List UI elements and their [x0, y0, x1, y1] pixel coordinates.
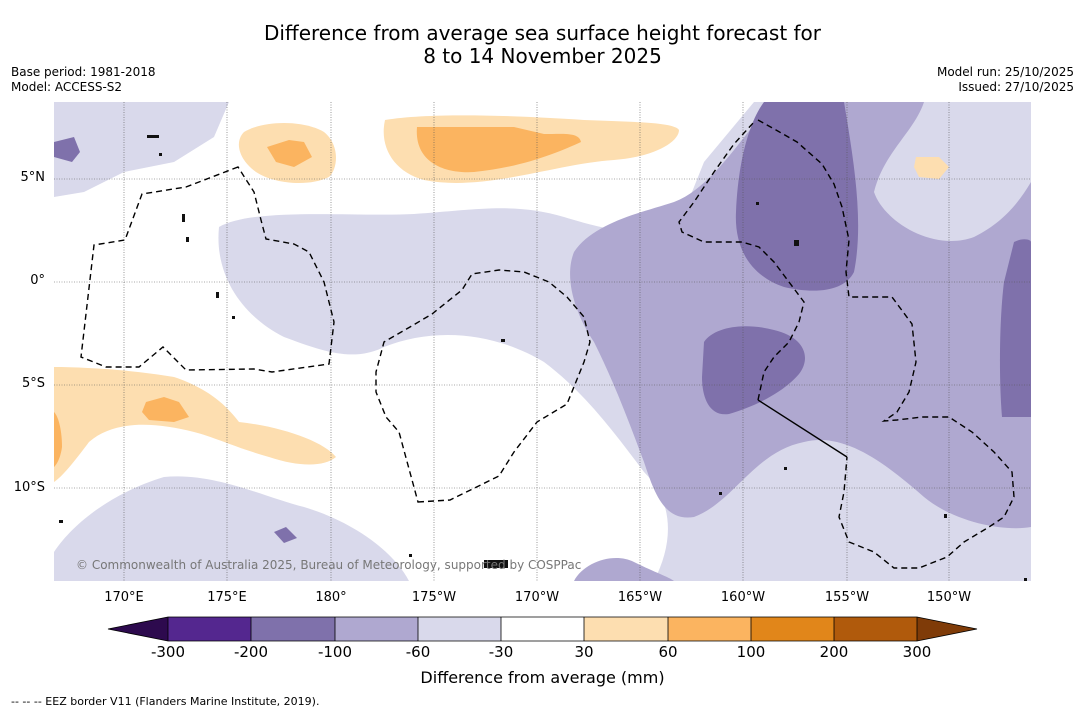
colorbar-extend-low: [108, 617, 168, 641]
lon-label-170w: 170°W: [514, 590, 560, 605]
eez-borders: [80, 119, 1015, 569]
islands: [59, 135, 1027, 581]
lon-label-170e: 170°E: [104, 590, 144, 605]
colorbar-label-minus100: -100: [317, 643, 353, 661]
colorbar-segment-2: [251, 617, 335, 641]
lon-label-160w: 160°W: [720, 590, 766, 605]
anomaly-dark-purple: [54, 102, 1031, 417]
colorbar-label-100: 100: [736, 643, 766, 661]
lat-label-10s: 10°S: [13, 480, 45, 495]
model-run: Model run: 25/10/2025: [936, 65, 1074, 79]
colorbar-segment-3: [335, 617, 418, 641]
anomaly-medium-lavender: [570, 102, 1031, 581]
colorbar-segment-1: [168, 617, 251, 641]
sea-level-map: [54, 102, 1031, 581]
model-name: Model: ACCESS-S2: [11, 80, 123, 94]
colorbar-label-minus300: -300: [150, 643, 186, 661]
graticule: [54, 102, 1031, 581]
eez-solid-border: [757, 399, 848, 458]
lon-label-175e: 175°E: [207, 590, 247, 605]
colorbar-label-minus60: -60: [405, 643, 431, 661]
meta-right: Model run: 25/10/2025 Issued: 27/10/2025: [937, 65, 1074, 95]
lat-label-0: 0°: [30, 273, 45, 288]
colorbar-extend-high: [917, 617, 977, 641]
lon-label-180: 180°: [315, 590, 347, 605]
colorbar-label-minus30: -30: [488, 643, 514, 661]
title-line-1: Difference from average sea surface heig…: [263, 21, 822, 45]
eez-legend-footer: -- -- -- EEZ border V11 (Flanders Marine…: [11, 695, 320, 708]
colorbar-segment-9: [834, 617, 917, 641]
anomaly-orange: [54, 127, 581, 467]
colorbar-label-30: 30: [574, 643, 594, 661]
anomaly-small-patch: [274, 527, 297, 543]
copyright-text: © Commonwealth of Australia 2025, Bureau…: [76, 558, 582, 572]
meta-left: Base period: 1981-2018 Model: ACCESS-S2: [11, 65, 156, 95]
colorbar-label-60: 60: [658, 643, 678, 661]
colorbar-label-300: 300: [902, 643, 932, 661]
lon-label-155w: 155°W: [824, 590, 870, 605]
issued-date: Issued: 27/10/2025: [958, 80, 1074, 94]
lat-label-5s: 5°S: [21, 376, 45, 391]
lon-label-175w: 175°W: [411, 590, 457, 605]
colorbar-segment-7: [668, 617, 751, 641]
lon-label-165w: 165°W: [617, 590, 663, 605]
lon-label-150w: 150°W: [926, 590, 972, 605]
chart-title: Difference from average sea surface heig…: [0, 22, 1085, 68]
colorbar-label-200: 200: [819, 643, 849, 661]
colorbar: [107, 616, 978, 642]
base-period: Base period: 1981-2018: [11, 65, 156, 79]
colorbar-label-minus200: -200: [233, 643, 269, 661]
colorbar-segment-8: [751, 617, 834, 641]
colorbar-title: Difference from average (mm): [420, 668, 665, 687]
title-line-2: 8 to 14 November 2025: [423, 44, 662, 68]
lat-label-5n: 5°N: [20, 170, 46, 185]
colorbar-segment-4: [418, 617, 501, 641]
colorbar-segment-5: [501, 617, 584, 641]
colorbar-segment-6: [584, 617, 668, 641]
